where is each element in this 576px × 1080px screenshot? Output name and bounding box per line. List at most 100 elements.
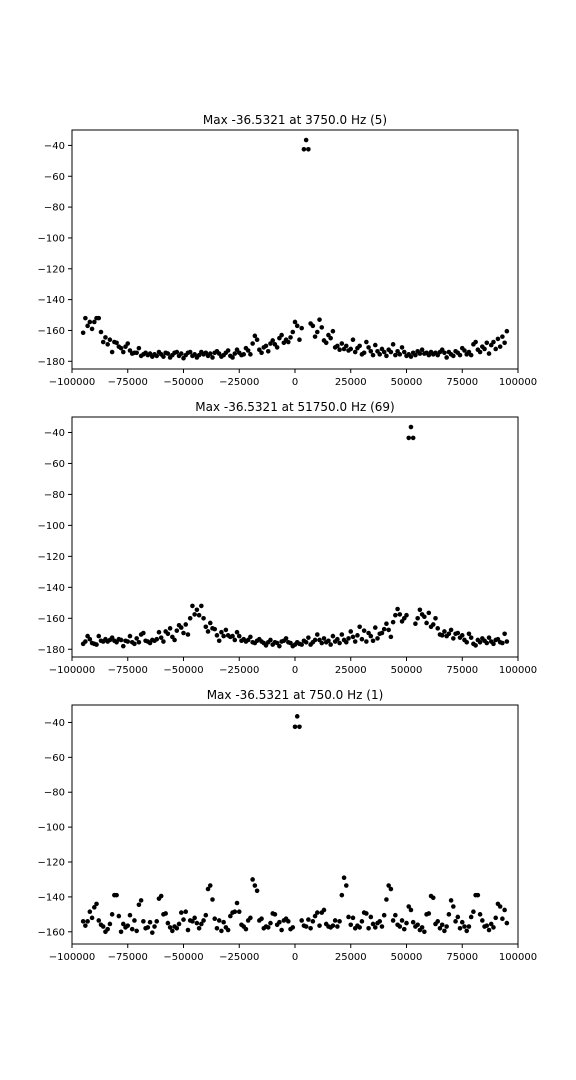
subplot-2-point bbox=[388, 634, 394, 640]
subplot-1-point bbox=[310, 323, 316, 329]
subplot-2-point bbox=[230, 633, 235, 639]
subplot-2-point bbox=[199, 603, 204, 609]
subplot-3-point bbox=[306, 917, 311, 922]
subplot-3-point bbox=[364, 911, 369, 916]
subplot-3-point bbox=[480, 918, 485, 923]
subplot-1-point bbox=[301, 146, 307, 152]
subplot-1-point bbox=[248, 352, 253, 357]
subplot-2-point bbox=[83, 639, 88, 644]
subplot-1-point bbox=[290, 329, 296, 335]
subplot-3-point bbox=[265, 925, 271, 930]
subplot-3-point bbox=[199, 921, 204, 927]
subplot-2-point bbox=[459, 633, 465, 638]
subplot-1-point bbox=[468, 352, 474, 358]
subplot-1-point bbox=[504, 328, 510, 334]
subplot-2-point bbox=[326, 638, 331, 644]
subplot-3-x-tick-label: −50000 bbox=[163, 952, 203, 963]
subplot-1-point bbox=[339, 341, 345, 346]
subplot-3-point bbox=[370, 921, 376, 927]
subplot-2-y-tick-label: −160 bbox=[38, 614, 65, 625]
subplot-2-point bbox=[464, 639, 470, 645]
subplot-1-point bbox=[312, 334, 318, 339]
subplot-3: Max -36.5321 at 750.0 Hz (1) −100000 −750… bbox=[38, 688, 538, 963]
subplot-3-point bbox=[277, 919, 282, 925]
subplot-2-point bbox=[212, 626, 218, 632]
subplot-1-point bbox=[107, 337, 113, 343]
subplot-1-x-ticks: −100000 −75000 −50000 −25000 0 25000 50000 7500… bbox=[49, 369, 537, 388]
subplot-1-point bbox=[96, 315, 102, 321]
subplot-2-point bbox=[473, 643, 478, 648]
subplot-2-point bbox=[205, 629, 211, 634]
subplot-1-point bbox=[328, 335, 333, 341]
subplot-1-point bbox=[315, 329, 320, 335]
subplot-2-point bbox=[357, 624, 362, 630]
subplot-2-point bbox=[359, 636, 365, 642]
subplot-1-point bbox=[368, 348, 374, 354]
subplot-1-point bbox=[89, 326, 95, 332]
subplot-2-point bbox=[446, 631, 452, 637]
subplot-3-point bbox=[317, 923, 322, 928]
subplot-3-point bbox=[92, 905, 97, 910]
subplot-3-x-tick-label: −25000 bbox=[219, 952, 259, 963]
subplot-1-y-tick-label: −80 bbox=[44, 203, 65, 214]
subplot-2-point bbox=[268, 637, 273, 643]
subplot-2-point bbox=[439, 633, 445, 638]
subplot-1-point bbox=[317, 317, 322, 322]
subplot-3-point bbox=[167, 925, 173, 930]
subplot-3-point bbox=[504, 920, 510, 926]
subplot-1-point bbox=[457, 352, 463, 358]
subplot-3-point bbox=[147, 919, 153, 925]
subplot-3-point bbox=[210, 897, 215, 902]
subplot-2-x-tick-label: 50000 bbox=[391, 665, 423, 676]
subplot-2-y-tick-label: −60 bbox=[44, 459, 65, 470]
subplot-3-point bbox=[332, 918, 338, 923]
subplot-2-point bbox=[96, 633, 102, 639]
subplot-1-point bbox=[388, 349, 394, 355]
subplot-1-point bbox=[100, 339, 106, 345]
subplot-2-point bbox=[214, 633, 220, 638]
subplot-2-point bbox=[277, 643, 282, 649]
subplot-3-x-tick-label: −100000 bbox=[49, 952, 96, 963]
subplot-2-title: Max -36.5321 at 51750.0 Hz (69) bbox=[195, 400, 394, 414]
subplot-3-point bbox=[350, 915, 356, 921]
subplot-2-x-tick-label: 100000 bbox=[499, 665, 537, 676]
subplot-1-x-tick-label: 75000 bbox=[446, 377, 478, 388]
subplot-3-point bbox=[165, 920, 171, 926]
subplot-3-point bbox=[228, 913, 233, 919]
subplot-2-point bbox=[303, 639, 309, 645]
subplot-3-point bbox=[379, 924, 385, 929]
subplot-2-point bbox=[315, 632, 320, 637]
subplot-1-point bbox=[299, 325, 304, 331]
subplot-1-y-tick-label: −60 bbox=[44, 172, 65, 183]
subplot-3-point bbox=[335, 924, 340, 929]
subplot-1-point bbox=[352, 349, 358, 355]
subplot-1-y-tick-label: −120 bbox=[38, 264, 65, 275]
subplot-1-x-tick-label: 0 bbox=[292, 377, 298, 388]
subplot-1-point bbox=[187, 349, 193, 355]
subplot-2-point bbox=[348, 629, 354, 634]
subplot-3-point bbox=[381, 912, 387, 918]
subplot-3-point bbox=[415, 922, 420, 928]
subplot-3-point bbox=[384, 897, 389, 902]
subplot-1-point bbox=[361, 350, 367, 356]
subplot-2-point bbox=[201, 615, 206, 621]
subplot-2-point bbox=[415, 615, 420, 621]
subplot-3-point bbox=[203, 912, 209, 918]
subplot-3-point bbox=[310, 919, 316, 924]
subplot-3-point bbox=[368, 914, 374, 920]
subplot-3-point bbox=[346, 914, 351, 920]
subplot-3-point bbox=[493, 915, 499, 921]
subplot-2-y-tick-label: −120 bbox=[38, 552, 65, 563]
subplot-3-point bbox=[176, 921, 182, 927]
subplot-3-point bbox=[94, 901, 99, 907]
subplot-2-point bbox=[426, 610, 432, 616]
subplot-1-y-tick-label: −180 bbox=[38, 357, 65, 368]
subplot-1-point bbox=[292, 319, 298, 325]
subplot-2-point bbox=[393, 612, 398, 618]
subplot-2-point bbox=[335, 636, 340, 642]
subplot-1-x-tick-label: −50000 bbox=[163, 377, 203, 388]
subplot-3-point bbox=[248, 915, 253, 921]
subplot-3-point bbox=[315, 910, 320, 915]
subplot-2-point bbox=[187, 615, 193, 621]
subplot-1-point bbox=[323, 340, 329, 346]
